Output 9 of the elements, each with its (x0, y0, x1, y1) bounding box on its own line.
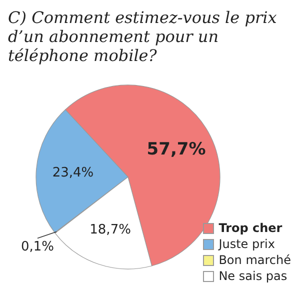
data-label: 0,1% (20, 239, 54, 254)
legend-label: Juste prix (218, 236, 275, 252)
legend-label: Bon marché (218, 252, 291, 268)
legend-label: Ne sais pas (218, 268, 288, 284)
data-label: 18,7% (90, 222, 131, 238)
chart-title: C) Comment estimez-vous le prix d’un abonnement pour un téléphone mobile? (8, 8, 278, 67)
data-label: 57,7% (146, 139, 206, 160)
legend-label: Trop cher (218, 220, 282, 236)
data-label: 23,4% (52, 165, 94, 180)
